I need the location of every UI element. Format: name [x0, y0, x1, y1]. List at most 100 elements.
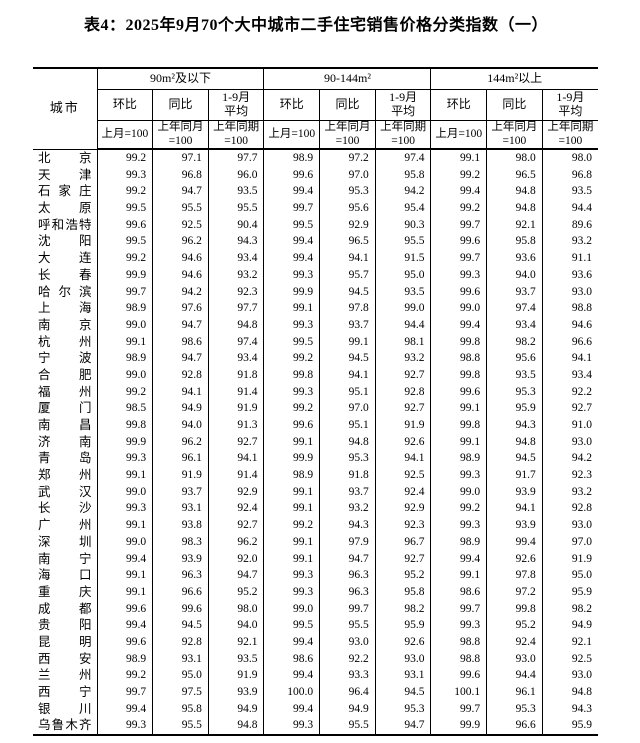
value-cell: 99.1 [96, 517, 153, 534]
value-cell: 99.4 [96, 700, 153, 718]
value-cell: 99.0 [96, 366, 153, 384]
table-row: 石家庄 99.2 94.7 93.5 99.4 95.3 94.2 99.4 94.8 93.5 [33, 183, 598, 201]
value-cell: 93.9 [486, 517, 543, 534]
value-cell: 100.1 [430, 684, 487, 701]
value-cell: 94.1 [374, 450, 431, 468]
value-cell: 96.3 [319, 583, 376, 601]
base-header: 上年同月 =100 [319, 120, 376, 150]
value-cell: 94.7 [374, 717, 431, 737]
city-cell: 武汉 [38, 484, 92, 499]
value-cell: 95.6 [486, 350, 543, 367]
value-cell: 93.1 [374, 667, 431, 684]
value-cell: 95.3 [374, 700, 431, 718]
value-cell: 94.6 [541, 316, 598, 334]
value-cell: 93.0 [541, 433, 598, 451]
subcol-header: 同比 [319, 89, 376, 121]
value-cell: 95.1 [319, 417, 376, 434]
value-cell: 98.9 [96, 300, 153, 317]
value-cell: 91.9 [207, 400, 264, 417]
value-cell: 92.1 [541, 633, 598, 651]
value-cell: 92.0 [207, 550, 264, 568]
value-cell: 99.5 [96, 200, 153, 217]
table-row: 长春 99.9 94.6 93.2 99.3 95.7 95.0 99.3 94.0 93.6 [33, 266, 598, 284]
table-row: 济南 99.9 96.2 92.7 99.1 94.8 92.6 99.1 94.8 93.0 [33, 433, 598, 451]
value-cell: 95.9 [541, 717, 598, 737]
city-cell: 合肥 [38, 367, 92, 382]
table-row: 哈尔滨 99.7 94.2 92.3 99.9 94.5 93.5 99.6 93.7 93.0 [33, 283, 598, 301]
table-row: 宁波 98.9 94.7 93.4 99.2 94.5 93.2 98.8 95.6 94.1 [33, 350, 598, 367]
value-cell: 99.3 [430, 266, 487, 284]
value-cell: 95.5 [152, 200, 209, 217]
value-cell: 96.5 [319, 233, 376, 251]
value-cell: 99.1 [263, 550, 320, 568]
value-cell: 99.7 [430, 216, 487, 234]
value-cell: 94.8 [541, 684, 598, 701]
value-cell: 97.1 [152, 149, 209, 167]
value-cell: 93.4 [207, 350, 264, 367]
value-cell: 97.7 [207, 300, 264, 317]
subcol-header: 环比 [97, 89, 153, 121]
city-cell: 沈阳 [38, 234, 92, 249]
city-cell: 福州 [38, 384, 92, 399]
value-cell: 99.9 [263, 283, 320, 301]
value-cell: 92.3 [541, 467, 598, 484]
subcol-header: 环比 [430, 89, 487, 121]
value-cell: 93.2 [541, 233, 598, 251]
subcol-header: 同比 [486, 89, 543, 121]
value-cell: 96.8 [152, 166, 209, 184]
value-cell: 94.8 [486, 433, 543, 451]
table-row: 南昌 99.8 94.0 91.3 99.6 95.1 91.9 99.8 94.3 91.0 [33, 417, 598, 434]
base-header: 上年同月 =100 [152, 120, 209, 150]
value-cell: 99.2 [96, 383, 153, 401]
city-cell: 西安 [38, 651, 92, 666]
value-cell: 93.2 [541, 483, 598, 501]
value-cell: 95.7 [319, 266, 376, 284]
value-cell: 91.4 [207, 467, 264, 484]
value-cell: 99.1 [96, 583, 153, 601]
value-cell: 98.8 [430, 350, 487, 367]
value-cell: 95.9 [374, 617, 431, 634]
value-cell: 97.4 [207, 333, 264, 351]
subcol-header: 1-9月 平均 [541, 89, 598, 121]
value-cell: 91.9 [541, 550, 598, 568]
value-cell: 98.6 [263, 650, 320, 668]
value-cell: 93.2 [319, 500, 376, 518]
value-cell: 99.4 [430, 316, 487, 334]
value-cell: 99.4 [430, 183, 487, 201]
value-cell: 99.2 [96, 149, 153, 167]
table-row: 西宁 99.7 97.5 93.9 100.0 96.4 94.5 100.1 96.1 94.8 [33, 684, 598, 701]
group-header-90-144: 90-144m² [263, 67, 431, 90]
value-cell: 99.1 [263, 300, 320, 317]
value-cell: 99.6 [96, 600, 153, 618]
value-cell: 94.8 [319, 433, 376, 451]
city-cell: 西宁 [38, 685, 92, 699]
value-cell: 94.4 [374, 316, 431, 334]
table-header: 城市 90m²及以下 90-144m² 144m²以上 环比 同比 1-9月 平… [33, 67, 598, 150]
group-header-under-90: 90m²及以下 [96, 67, 264, 90]
table-row: 沈阳 99.5 96.2 94.3 99.4 96.5 95.5 99.6 95.8 93.2 [33, 233, 598, 251]
value-cell: 94.9 [207, 700, 264, 718]
value-cell: 93.2 [374, 350, 431, 367]
value-cell: 99.6 [152, 600, 209, 618]
value-cell: 99.3 [430, 517, 487, 534]
value-cell: 98.5 [96, 400, 153, 417]
value-cell: 93.9 [207, 684, 264, 701]
value-cell: 96.4 [319, 684, 376, 701]
value-cell: 99.4 [263, 667, 320, 684]
value-cell: 94.1 [319, 250, 376, 267]
value-cell: 94.5 [374, 684, 431, 701]
value-cell: 92.8 [152, 633, 209, 651]
value-cell: 95.3 [319, 450, 376, 468]
value-cell: 97.8 [319, 300, 376, 317]
table-row: 合肥 99.0 92.8 91.8 99.8 94.1 92.7 99.8 93.5 93.4 [33, 366, 598, 384]
table-row: 西安 98.9 93.1 93.5 98.6 92.2 93.0 98.8 93.0 92.5 [33, 650, 598, 668]
value-cell: 93.1 [152, 650, 209, 668]
value-cell: 94.7 [207, 567, 264, 584]
value-cell: 93.7 [319, 316, 376, 334]
value-cell: 99.4 [263, 633, 320, 651]
city-cell: 大连 [38, 251, 92, 266]
value-cell: 99.8 [263, 366, 320, 384]
value-cell: 93.0 [486, 650, 543, 668]
value-cell: 93.0 [319, 633, 376, 651]
value-cell: 94.8 [207, 316, 264, 334]
